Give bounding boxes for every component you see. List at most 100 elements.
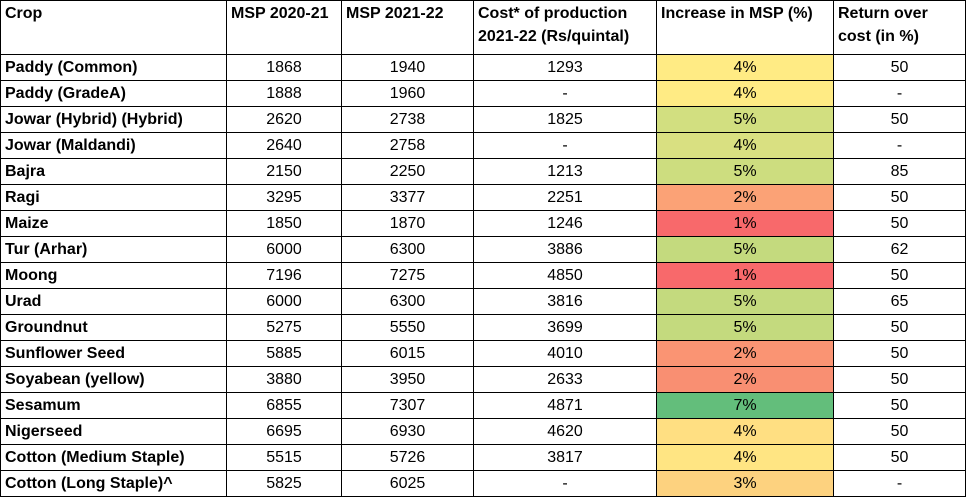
msp-2021-22-cell: 6025 — [341, 470, 474, 497]
cost-cell: 1825 — [473, 106, 657, 133]
msp-2020-21-cell: 5885 — [226, 340, 342, 367]
cost-cell: 1293 — [473, 54, 657, 81]
increase-cell: 2% — [656, 340, 834, 367]
msp-2021-22-cell: 6300 — [341, 288, 474, 315]
header-row: Crop MSP 2020-21 MSP 2021-22 Cost* of pr… — [0, 0, 966, 55]
cost-cell: 3817 — [473, 444, 657, 471]
return-cell: 50 — [833, 314, 966, 341]
msp-2021-22-cell: 7307 — [341, 392, 474, 419]
cost-cell: 4010 — [473, 340, 657, 367]
crop-cell: Cotton (Long Staple)^ — [0, 470, 227, 497]
header-return: Return over cost (in %) — [833, 0, 966, 55]
increase-cell: 1% — [656, 262, 834, 289]
table-row: Paddy (Common) 1868 1940 1293 4% 50 — [0, 54, 966, 81]
table-row: Groundnut 5275 5550 3699 5% 50 — [0, 314, 966, 341]
cost-cell: 3886 — [473, 236, 657, 263]
table-row: Moong 7196 7275 4850 1% 50 — [0, 262, 966, 289]
msp-2020-21-cell: 2640 — [226, 132, 342, 159]
msp-2020-21-cell: 5825 — [226, 470, 342, 497]
return-cell: 50 — [833, 184, 966, 211]
increase-cell: 2% — [656, 366, 834, 393]
msp-2021-22-cell: 1940 — [341, 54, 474, 81]
crop-cell: Urad — [0, 288, 227, 315]
msp-2020-21-cell: 2150 — [226, 158, 342, 185]
increase-cell: 5% — [656, 106, 834, 133]
return-cell: - — [833, 132, 966, 159]
table-row: Ragi 3295 3377 2251 2% 50 — [0, 184, 966, 211]
increase-cell: 4% — [656, 80, 834, 107]
cost-cell: 4850 — [473, 262, 657, 289]
return-cell: 50 — [833, 418, 966, 445]
crop-cell: Paddy (Common) — [0, 54, 227, 81]
crop-cell: Soyabean (yellow) — [0, 366, 227, 393]
msp-2020-21-cell: 1850 — [226, 210, 342, 237]
return-cell: - — [833, 470, 966, 497]
msp-2021-22-cell: 6300 — [341, 236, 474, 263]
increase-cell: 4% — [656, 444, 834, 471]
table-body: Paddy (Common) 1868 1940 1293 4% 50 Paddy (Gra… — [0, 54, 966, 497]
cost-cell: 4620 — [473, 418, 657, 445]
crop-cell: Ragi — [0, 184, 227, 211]
return-cell: 50 — [833, 106, 966, 133]
msp-2020-21-cell: 5515 — [226, 444, 342, 471]
return-cell: 65 — [833, 288, 966, 315]
cost-cell: - — [473, 80, 657, 107]
crop-cell: Nigerseed — [0, 418, 227, 445]
cost-cell: 3699 — [473, 314, 657, 341]
increase-cell: 4% — [656, 418, 834, 445]
crop-cell: Moong — [0, 262, 227, 289]
header-crop: Crop — [0, 0, 227, 55]
increase-cell: 1% — [656, 210, 834, 237]
msp-2021-22-cell: 1870 — [341, 210, 474, 237]
msp-2020-21-cell: 6695 — [226, 418, 342, 445]
msp-2021-22-cell: 2758 — [341, 132, 474, 159]
table-row: Maize 1850 1870 1246 1% 50 — [0, 210, 966, 237]
msp-2021-22-cell: 3950 — [341, 366, 474, 393]
table-row: Tur (Arhar) 6000 6300 3886 5% 62 — [0, 236, 966, 263]
return-cell: 50 — [833, 262, 966, 289]
increase-cell: 2% — [656, 184, 834, 211]
msp-2021-22-cell: 2738 — [341, 106, 474, 133]
table-row: Soyabean (yellow) 3880 3950 2633 2% 50 — [0, 366, 966, 393]
increase-cell: 4% — [656, 54, 834, 81]
crop-cell: Paddy (GradeA) — [0, 80, 227, 107]
table-row: Jowar (Hybrid) (Hybrid) 2620 2738 1825 5% 50 — [0, 106, 966, 133]
return-cell: 50 — [833, 210, 966, 237]
crop-cell: Jowar (Hybrid) (Hybrid) — [0, 106, 227, 133]
msp-2020-21-cell: 6855 — [226, 392, 342, 419]
crop-cell: Groundnut — [0, 314, 227, 341]
cost-cell: 1213 — [473, 158, 657, 185]
msp-2021-22-cell: 1960 — [341, 80, 474, 107]
cost-cell: - — [473, 132, 657, 159]
msp-2020-21-cell: 5275 — [226, 314, 342, 341]
increase-cell: 7% — [656, 392, 834, 419]
table-row: Cotton (Medium Staple) 5515 5726 3817 4% 50 — [0, 444, 966, 471]
msp-2020-21-cell: 1868 — [226, 54, 342, 81]
msp-2020-21-cell: 1888 — [226, 80, 342, 107]
increase-cell: 5% — [656, 288, 834, 315]
crop-cell: Cotton (Medium Staple) — [0, 444, 227, 471]
return-cell: 50 — [833, 444, 966, 471]
cost-cell: 1246 — [473, 210, 657, 237]
table-row: Urad 6000 6300 3816 5% 65 — [0, 288, 966, 315]
return-cell: 62 — [833, 236, 966, 263]
msp-2020-21-cell: 2620 — [226, 106, 342, 133]
msp-2021-22-cell: 6015 — [341, 340, 474, 367]
crop-cell: Bajra — [0, 158, 227, 185]
cost-cell: 4871 — [473, 392, 657, 419]
crop-cell: Sunflower Seed — [0, 340, 227, 367]
increase-cell: 5% — [656, 236, 834, 263]
msp-2021-22-cell: 3377 — [341, 184, 474, 211]
return-cell: - — [833, 80, 966, 107]
msp-2021-22-cell: 5550 — [341, 314, 474, 341]
cost-cell: 2251 — [473, 184, 657, 211]
table-row: Cotton (Long Staple)^ 5825 6025-3% - — [0, 470, 966, 497]
header-msp-2020-21: MSP 2020-21 — [226, 0, 342, 55]
msp-2021-22-cell: 5726 — [341, 444, 474, 471]
table-row: Bajra 2150 2250 1213 5% 85 — [0, 158, 966, 185]
crop-cell: Maize — [0, 210, 227, 237]
table-row: Paddy (GradeA) 1888 1960-4% - — [0, 80, 966, 107]
crop-cell: Sesamum — [0, 392, 227, 419]
table-row: Sesamum 6855 7307 4871 7% 50 — [0, 392, 966, 419]
